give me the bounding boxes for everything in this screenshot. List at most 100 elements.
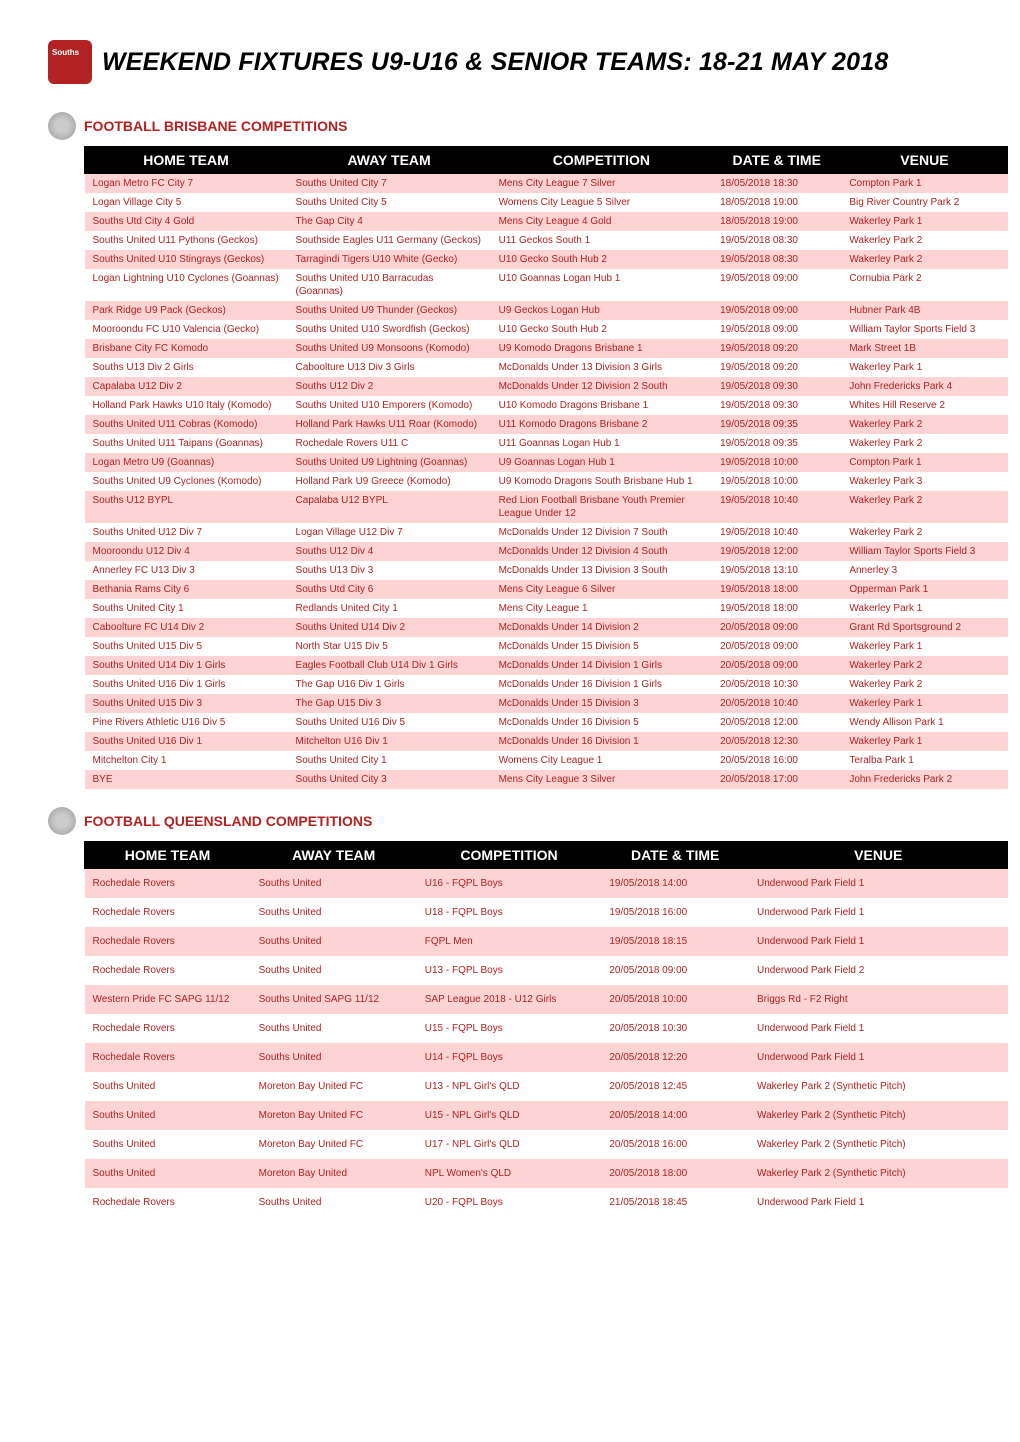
table-cell: Souths U13 Div 2 Girls [85,358,288,377]
table-cell: 19/05/2018 10:00 [712,453,841,472]
table-cell: Holland Park Hawks U10 Italy (Komodo) [85,396,288,415]
table-cell: Mitchelton U16 Div 1 [288,732,491,751]
table-row: Logan Village City 5Souths United City 5… [85,193,1008,212]
table-cell: Wakerley Park 2 [841,434,1007,453]
table-cell: 19/05/2018 10:00 [712,472,841,491]
table-row: Capalaba U12 Div 2Souths U12 Div 2McDona… [85,377,1008,396]
table-cell: Redlands United City 1 [288,599,491,618]
table-cell: John Fredericks Park 4 [841,377,1007,396]
table-cell: U13 - NPL Girl's QLD [417,1072,602,1101]
table-cell: Logan Lightning U10 Cyclones (Goannas) [85,269,288,301]
table-cell: Park Ridge U9 Pack (Geckos) [85,301,288,320]
table-cell: U9 Geckos Logan Hub [491,301,713,320]
table-cell: BYE [85,770,288,789]
table-cell: Souths United U14 Div 1 Girls [85,656,288,675]
table-cell: Opperman Park 1 [841,580,1007,599]
table-cell: U10 Gecko South Hub 2 [491,320,713,339]
table-cell: Rochedale Rovers [85,898,251,927]
table-cell: McDonalds Under 16 Division 5 [491,713,713,732]
table-cell: 20/05/2018 16:00 [712,751,841,770]
table-cell: Moreton Bay United FC [251,1072,417,1101]
table-cell: 20/05/2018 17:00 [712,770,841,789]
table-cell: Capalaba U12 BYPL [288,491,491,523]
table-cell: 19/05/2018 18:15 [601,927,749,956]
club-logo [48,40,92,84]
table-cell: 20/05/2018 12:45 [601,1072,749,1101]
table-cell: Souths United [85,1072,251,1101]
table-cell: Souths United U10 Barracudas (Goannas) [288,269,491,301]
table-cell: 19/05/2018 14:00 [601,869,749,899]
table-cell: Wakerley Park 2 [841,231,1007,250]
table-cell: Wakerley Park 1 [841,212,1007,231]
col-comp: COMPETITION [491,147,713,174]
table-cell: McDonalds Under 12 Division 7 South [491,523,713,542]
section-header-brisbane: FOOTBALL BRISBANE COMPETITIONS [48,112,972,140]
table-cell: McDonalds Under 16 Division 1 [491,732,713,751]
table-cell: Wakerley Park 2 [841,675,1007,694]
table-cell: Womens City League 5 Silver [491,193,713,212]
table-row: Caboolture FC U14 Div 2Souths United U14… [85,618,1008,637]
table-row: Souths Utd City 4 GoldThe Gap City 4Mens… [85,212,1008,231]
table-cell: Mens City League 4 Gold [491,212,713,231]
table-cell: SAP League 2018 - U12 Girls [417,985,602,1014]
table-row: Souths United City 1Redlands United City… [85,599,1008,618]
table-row: Western Pride FC SAPG 11/12Souths United… [85,985,1008,1014]
table-cell: Wakerley Park 1 [841,637,1007,656]
table-cell: Souths United U16 Div 1 [85,732,288,751]
table-cell: McDonalds Under 13 Division 3 South [491,561,713,580]
table-cell: Big River Country Park 2 [841,193,1007,212]
table-row: Logan Metro FC City 7Souths United City … [85,174,1008,194]
table-cell: U11 Goannas Logan Hub 1 [491,434,713,453]
table-cell: U16 - FQPL Boys [417,869,602,899]
table-cell: Souths United U11 Pythons (Geckos) [85,231,288,250]
table-row: Souths United U9 Cyclones (Komodo)Hollan… [85,472,1008,491]
table-cell: Wakerley Park 2 [841,523,1007,542]
table-cell: Cornubia Park 2 [841,269,1007,301]
table-cell: McDonalds Under 16 Division 1 Girls [491,675,713,694]
table-cell: Mooroondu FC U10 Valencia (Gecko) [85,320,288,339]
table-cell: Souths Utd City 4 Gold [85,212,288,231]
table-row: Souths UnitedMoreton Bay United FCU17 - … [85,1130,1008,1159]
table-row: Park Ridge U9 Pack (Geckos)Souths United… [85,301,1008,320]
table-cell: U15 - NPL Girl's QLD [417,1101,602,1130]
table-cell: 20/05/2018 14:00 [601,1101,749,1130]
table-cell: Souths United [85,1130,251,1159]
table-cell: Moreton Bay United FC [251,1130,417,1159]
table-row: Souths United U11 Taipans (Goannas)Roche… [85,434,1008,453]
table-cell: 20/05/2018 18:00 [601,1159,749,1188]
table-header-row: HOME TEAM AWAY TEAM COMPETITION DATE & T… [85,147,1008,174]
table-cell: Mitchelton City 1 [85,751,288,770]
table-cell: Wakerley Park 3 [841,472,1007,491]
table-cell: Souths U13 Div 3 [288,561,491,580]
table-cell: Annerley FC U13 Div 3 [85,561,288,580]
table-cell: Briggs Rd - F2 Right [749,985,1007,1014]
table-cell: 18/05/2018 18:30 [712,174,841,194]
table-cell: Logan Village City 5 [85,193,288,212]
table-cell: Underwood Park Field 1 [749,869,1007,899]
table-row: Pine Rivers Athletic U16 Div 5Souths Uni… [85,713,1008,732]
table-cell: 20/05/2018 10:00 [601,985,749,1014]
table-cell: 19/05/2018 13:10 [712,561,841,580]
table-cell: 19/05/2018 09:00 [712,269,841,301]
table-cell: Rochedale Rovers U11 C [288,434,491,453]
table-cell: U11 Geckos South 1 [491,231,713,250]
table-cell: NPL Women's QLD [417,1159,602,1188]
table-cell: 19/05/2018 18:00 [712,580,841,599]
table-row: Souths United U16 Div 1 GirlsThe Gap U16… [85,675,1008,694]
table-cell: Underwood Park Field 1 [749,1043,1007,1072]
table-cell: Souths United City 7 [288,174,491,194]
table-row: Rochedale RoversSouths UnitedU20 - FQPL … [85,1188,1008,1217]
table-cell: McDonalds Under 14 Division 2 [491,618,713,637]
table-cell: Souths United [251,898,417,927]
table-cell: Souths United U10 Swordfish (Geckos) [288,320,491,339]
table-cell: Caboolture U13 Div 3 Girls [288,358,491,377]
table-cell: Wakerley Park 2 [841,656,1007,675]
table-cell: Souths United U9 Lightning (Goannas) [288,453,491,472]
table-cell: McDonalds Under 13 Division 3 Girls [491,358,713,377]
table-cell: Moreton Bay United FC [251,1101,417,1130]
table-cell: 19/05/2018 09:20 [712,339,841,358]
table-cell: 20/05/2018 12:20 [601,1043,749,1072]
table-cell: U10 Gecko South Hub 2 [491,250,713,269]
table-cell: Souths U12 Div 2 [288,377,491,396]
table-cell: Souths United U15 Div 5 [85,637,288,656]
